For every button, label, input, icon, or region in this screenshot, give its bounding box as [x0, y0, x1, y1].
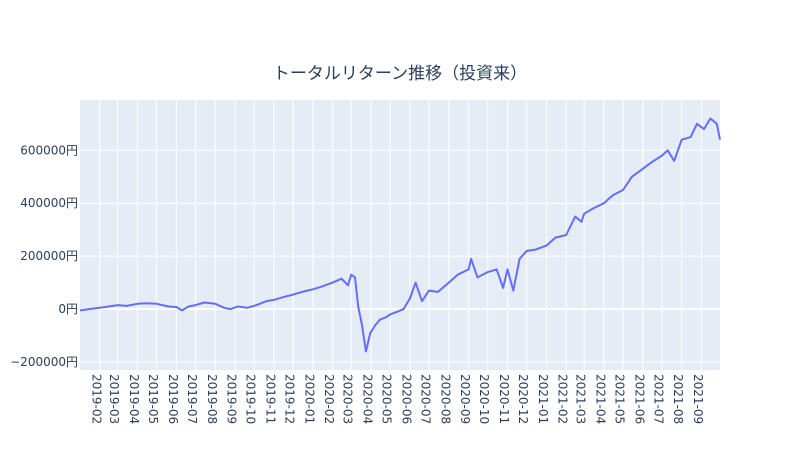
y-axis-ticks: −200000円 0円 200000円 400000円 600000円: [10, 143, 78, 369]
x-tick-label: 2019-06: [166, 374, 180, 424]
x-tick-label: 2021-07: [651, 374, 665, 424]
x-tick-label: 2020-03: [341, 374, 355, 424]
x-tick-label: 2020-04: [360, 374, 374, 424]
x-tick-label: 2020-10: [477, 374, 491, 424]
x-tick-label: 2021-09: [691, 374, 705, 424]
x-tick-label: 2020-08: [438, 374, 452, 424]
x-tick-label: 2021-04: [593, 374, 607, 424]
x-tick-label: 2021-08: [671, 374, 685, 424]
x-tick-label: 2021-05: [613, 374, 627, 424]
x-tick-label: 2020-12: [516, 374, 530, 424]
x-tick-label: 2019-04: [127, 374, 141, 424]
y-tick-label: −200000円: [10, 355, 78, 369]
y-tick-label: 400000円: [20, 196, 78, 210]
x-tick-label: 2021-02: [556, 374, 570, 424]
x-tick-label: 2020-02: [322, 374, 336, 424]
x-tick-label: 2020-01: [302, 374, 316, 424]
y-tick-label: 0円: [58, 302, 78, 316]
x-tick-label: 2020-07: [419, 374, 433, 424]
x-tick-label: 2019-11: [263, 374, 277, 424]
x-tick-label: 2021-01: [536, 374, 550, 424]
x-tick-label: 2019-07: [185, 374, 199, 424]
x-tick-label: 2019-02: [89, 374, 103, 424]
x-tick-label: 2019-05: [146, 374, 160, 424]
y-tick-label: 200000円: [20, 249, 78, 263]
x-tick-label: 2020-11: [497, 374, 511, 424]
y-tick-label: 600000円: [20, 143, 78, 157]
chart-title: トータルリターン推移（投資来）: [273, 64, 527, 84]
x-tick-label: 2019-08: [205, 374, 219, 424]
x-tick-label: 2019-12: [283, 374, 297, 424]
x-tick-label: 2019-03: [107, 374, 121, 424]
x-tick-label: 2019-09: [225, 374, 239, 424]
x-tick-label: 2019-10: [244, 374, 258, 424]
x-tick-label: 2020-06: [399, 374, 413, 424]
x-tick-label: 2021-06: [632, 374, 646, 424]
x-axis-ticks: 2019-02 2019-03 2019-04 2019-05 2019-06 2019-…: [89, 374, 705, 424]
x-tick-label: 2020-09: [458, 374, 472, 424]
total-return-line: [79, 117, 721, 353]
x-tick-label: 2021-03: [574, 374, 588, 424]
x-tick-label: 2020-05: [380, 374, 394, 424]
gridlines: [80, 100, 720, 370]
plot-background: [80, 100, 720, 370]
